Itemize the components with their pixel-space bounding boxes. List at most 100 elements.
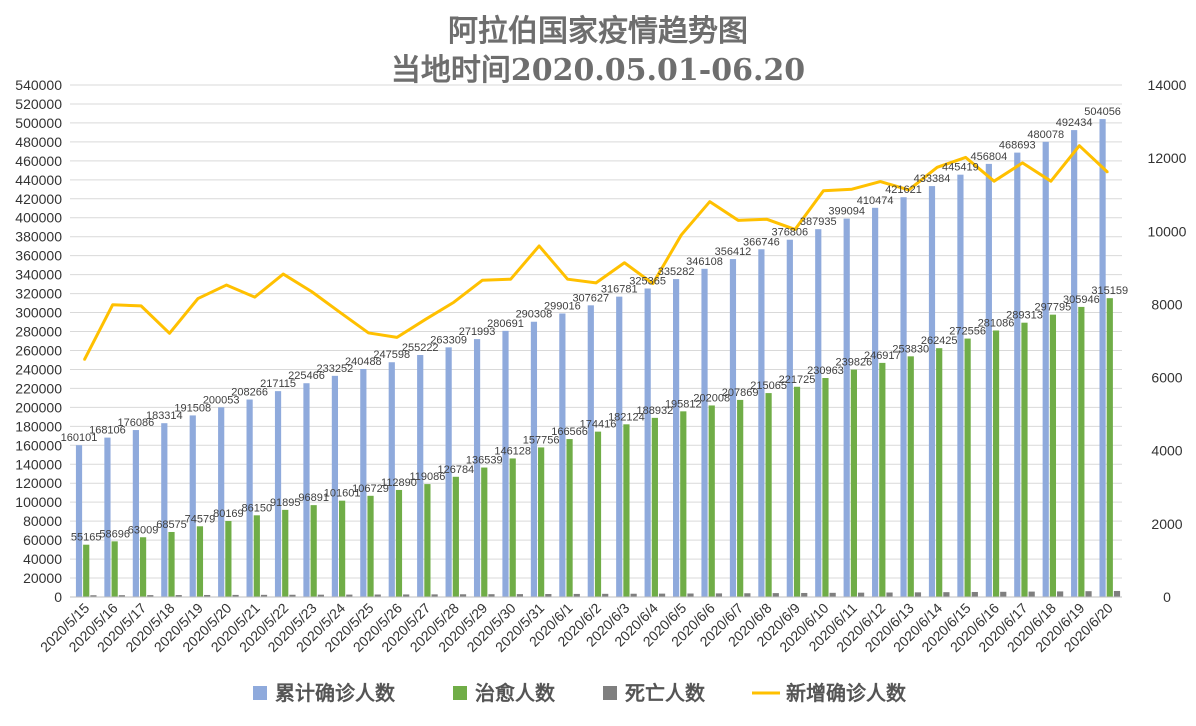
y-tick-label-left: 220000	[15, 380, 62, 396]
bar-cumulative	[985, 163, 992, 597]
bar-cumulative	[900, 197, 907, 597]
data-label-recovered: 188932	[637, 405, 674, 417]
bar-recovered	[651, 417, 658, 597]
bar-deaths	[459, 594, 467, 597]
bar-deaths	[147, 595, 154, 597]
data-label-recovered: 215065	[750, 380, 787, 392]
y-tick-label-left: 100000	[15, 494, 62, 510]
bar-cumulative	[729, 259, 737, 597]
bar-deaths	[857, 592, 865, 597]
new-cases-point	[1106, 171, 1109, 174]
bar-cumulative	[360, 368, 367, 597]
data-label-recovered: 157756	[523, 434, 560, 446]
y-tick-label-left: 320000	[15, 286, 62, 302]
new-cases-line	[82, 144, 1109, 361]
y-tick-label-left: 140000	[15, 456, 62, 472]
data-labels: 1601011681061760861833141915082000532082…	[61, 106, 1128, 544]
bar-recovered	[1078, 306, 1085, 597]
bar-deaths	[1057, 591, 1064, 597]
legend-label: 新增确诊人数	[786, 681, 907, 705]
bar-deaths	[232, 594, 239, 597]
data-label-recovered: 119086	[409, 471, 445, 483]
bar-recovered	[367, 495, 374, 597]
new-cases-point	[1021, 162, 1024, 164]
bars	[75, 119, 1121, 598]
data-label-recovered: 80169	[213, 508, 244, 520]
bar-recovered	[737, 399, 744, 597]
bar-cumulative	[274, 391, 282, 597]
data-label-recovered: 146128	[494, 445, 531, 457]
data-label-cumulative: 335282	[658, 266, 695, 278]
bar-cumulative	[587, 305, 594, 597]
bar-cumulative	[502, 330, 509, 597]
bar-recovered	[594, 431, 602, 597]
new-cases-point	[197, 297, 199, 300]
data-label-recovered: 221725	[779, 374, 816, 386]
data-label-cumulative: 255222	[402, 342, 439, 354]
data-label-recovered: 281086	[978, 317, 1015, 329]
new-cases-point	[1050, 180, 1052, 182]
bar-cumulative	[1042, 141, 1049, 597]
gridlines	[70, 84, 1122, 598]
bar-deaths	[971, 591, 978, 597]
bar-deaths	[403, 594, 410, 597]
data-label-recovered: 55165	[71, 532, 102, 544]
data-label-recovered: 230963	[807, 365, 844, 377]
bar-cumulative	[75, 445, 83, 597]
bar-recovered	[395, 489, 403, 597]
data-label-recovered: 96891	[298, 492, 329, 504]
data-label-cumulative: 191508	[174, 402, 211, 414]
bar-recovered	[509, 458, 516, 597]
new-cases-point	[708, 200, 711, 203]
x-axis: 2020/5/152020/5/162020/5/172020/5/182020…	[37, 596, 1122, 655]
y-tick-label-left: 540000	[15, 77, 62, 93]
bar-recovered	[481, 467, 488, 597]
data-label-cumulative: 299016	[544, 300, 581, 312]
bar-deaths	[1028, 591, 1035, 597]
new-cases-point	[367, 332, 370, 334]
bar-recovered	[1049, 314, 1057, 597]
bar-deaths	[488, 594, 495, 597]
bar-recovered	[793, 386, 801, 597]
y-tick-label-left: 340000	[15, 267, 62, 283]
y-tick-label-right: 4000	[1151, 443, 1182, 459]
new-cases-point	[822, 189, 825, 192]
bar-deaths	[175, 595, 182, 597]
new-cases-point	[737, 219, 739, 222]
data-label-recovered: 126784	[437, 464, 474, 476]
bar-deaths	[687, 593, 694, 597]
data-label-cumulative: 307627	[572, 292, 609, 304]
bar-recovered	[310, 505, 317, 597]
data-label-recovered: 166566	[551, 426, 588, 438]
bar-deaths	[1113, 590, 1121, 597]
data-label-cumulative: 176086	[118, 417, 155, 429]
bar-recovered	[225, 520, 232, 597]
y-tick-label-left: 260000	[15, 342, 62, 358]
new-cases-point	[225, 284, 228, 286]
legend-label: 累计确诊人数	[275, 681, 396, 705]
bar-recovered	[424, 484, 431, 597]
y-tick-label-left: 520000	[15, 96, 62, 112]
data-label-recovered: 195812	[665, 398, 702, 410]
y-tick-label-left: 480000	[15, 134, 62, 150]
bar-cumulative	[1014, 152, 1021, 597]
data-label-recovered: 112890	[381, 477, 417, 489]
data-label-recovered: 315159	[1091, 285, 1128, 297]
new-cases-point	[509, 278, 512, 280]
y-tick-label-left: 400000	[15, 210, 62, 226]
data-label-cumulative: 183314	[146, 410, 183, 422]
new-cases-point	[140, 305, 142, 307]
legend-swatch	[603, 686, 617, 700]
data-label-recovered: 101601	[324, 488, 361, 500]
bar-cumulative	[445, 347, 452, 597]
bar-recovered	[879, 362, 886, 597]
bar-recovered	[964, 338, 971, 597]
data-label-cumulative: 433384	[914, 173, 951, 185]
bar-recovered	[282, 509, 289, 597]
bar-recovered	[907, 356, 914, 597]
y-axis-left: 0 20000 40000 60000 80000 100000 120000 140000 1…	[15, 77, 62, 605]
new-cases-point	[680, 234, 683, 236]
y-tick-label-left: 0	[54, 589, 62, 605]
bar-cumulative	[872, 207, 879, 598]
data-label-cumulative: 410474	[857, 195, 894, 207]
